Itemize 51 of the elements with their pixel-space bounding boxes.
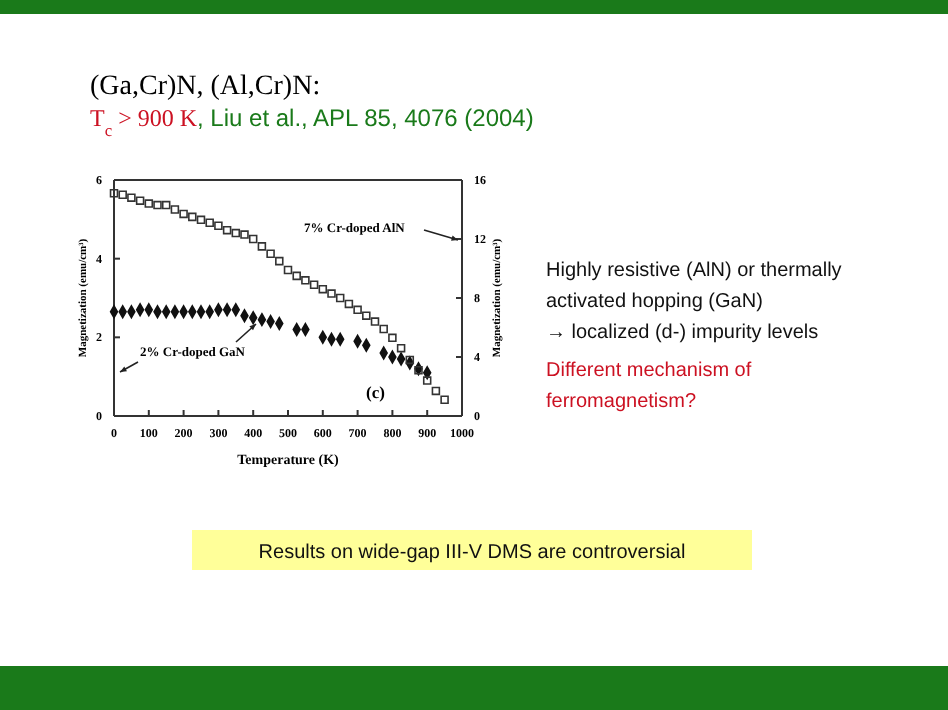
chart-title: (Ga,Cr)N, (Al,Cr)N: bbox=[90, 72, 321, 102]
point bbox=[405, 355, 415, 365]
chart-subtitle: T$_{c}$ > 900 K, Liu et al., APL 85, 4076 (2004) bbox=[90, 104, 534, 139]
point bbox=[266, 249, 275, 259]
point bbox=[353, 305, 362, 315]
point bbox=[431, 386, 441, 396]
point bbox=[214, 221, 223, 230]
point bbox=[179, 209, 188, 219]
point bbox=[196, 215, 206, 225]
point bbox=[144, 199, 154, 208]
point bbox=[135, 303, 145, 317]
point bbox=[188, 212, 197, 222]
point bbox=[161, 200, 171, 210]
point bbox=[309, 280, 319, 289]
point bbox=[370, 317, 380, 326]
point bbox=[257, 242, 267, 251]
point bbox=[170, 205, 180, 214]
point bbox=[379, 324, 388, 334]
point bbox=[222, 225, 232, 235]
point bbox=[422, 376, 432, 385]
point bbox=[318, 284, 328, 294]
point bbox=[127, 193, 136, 202]
point bbox=[388, 333, 397, 343]
point bbox=[231, 228, 241, 238]
point bbox=[396, 352, 406, 366]
point bbox=[283, 265, 293, 275]
text: Results on wide-gap III-V DMS are controversial bbox=[258, 542, 686, 564]
point bbox=[396, 343, 406, 353]
point bbox=[135, 196, 145, 205]
point bbox=[248, 234, 258, 244]
point bbox=[109, 189, 119, 198]
point bbox=[118, 190, 127, 200]
text: Different mechanism of ferromagnetism? bbox=[546, 360, 752, 413]
point bbox=[275, 256, 284, 266]
point bbox=[153, 200, 162, 210]
point bbox=[240, 230, 249, 239]
point bbox=[362, 311, 371, 320]
point bbox=[109, 305, 119, 319]
point bbox=[292, 271, 301, 281]
point bbox=[205, 218, 214, 228]
point bbox=[344, 299, 354, 309]
point bbox=[222, 303, 232, 317]
point bbox=[327, 289, 336, 298]
point bbox=[335, 293, 345, 303]
point bbox=[170, 305, 180, 319]
point bbox=[301, 276, 310, 285]
text: Highly resistive (AlN) or thermally activated hopping (GaN) → localized (d-) impurity levels bbox=[546, 260, 842, 344]
point bbox=[196, 305, 206, 319]
point bbox=[440, 395, 449, 405]
annotation: (c) bbox=[366, 382, 386, 402]
point bbox=[414, 366, 423, 375]
